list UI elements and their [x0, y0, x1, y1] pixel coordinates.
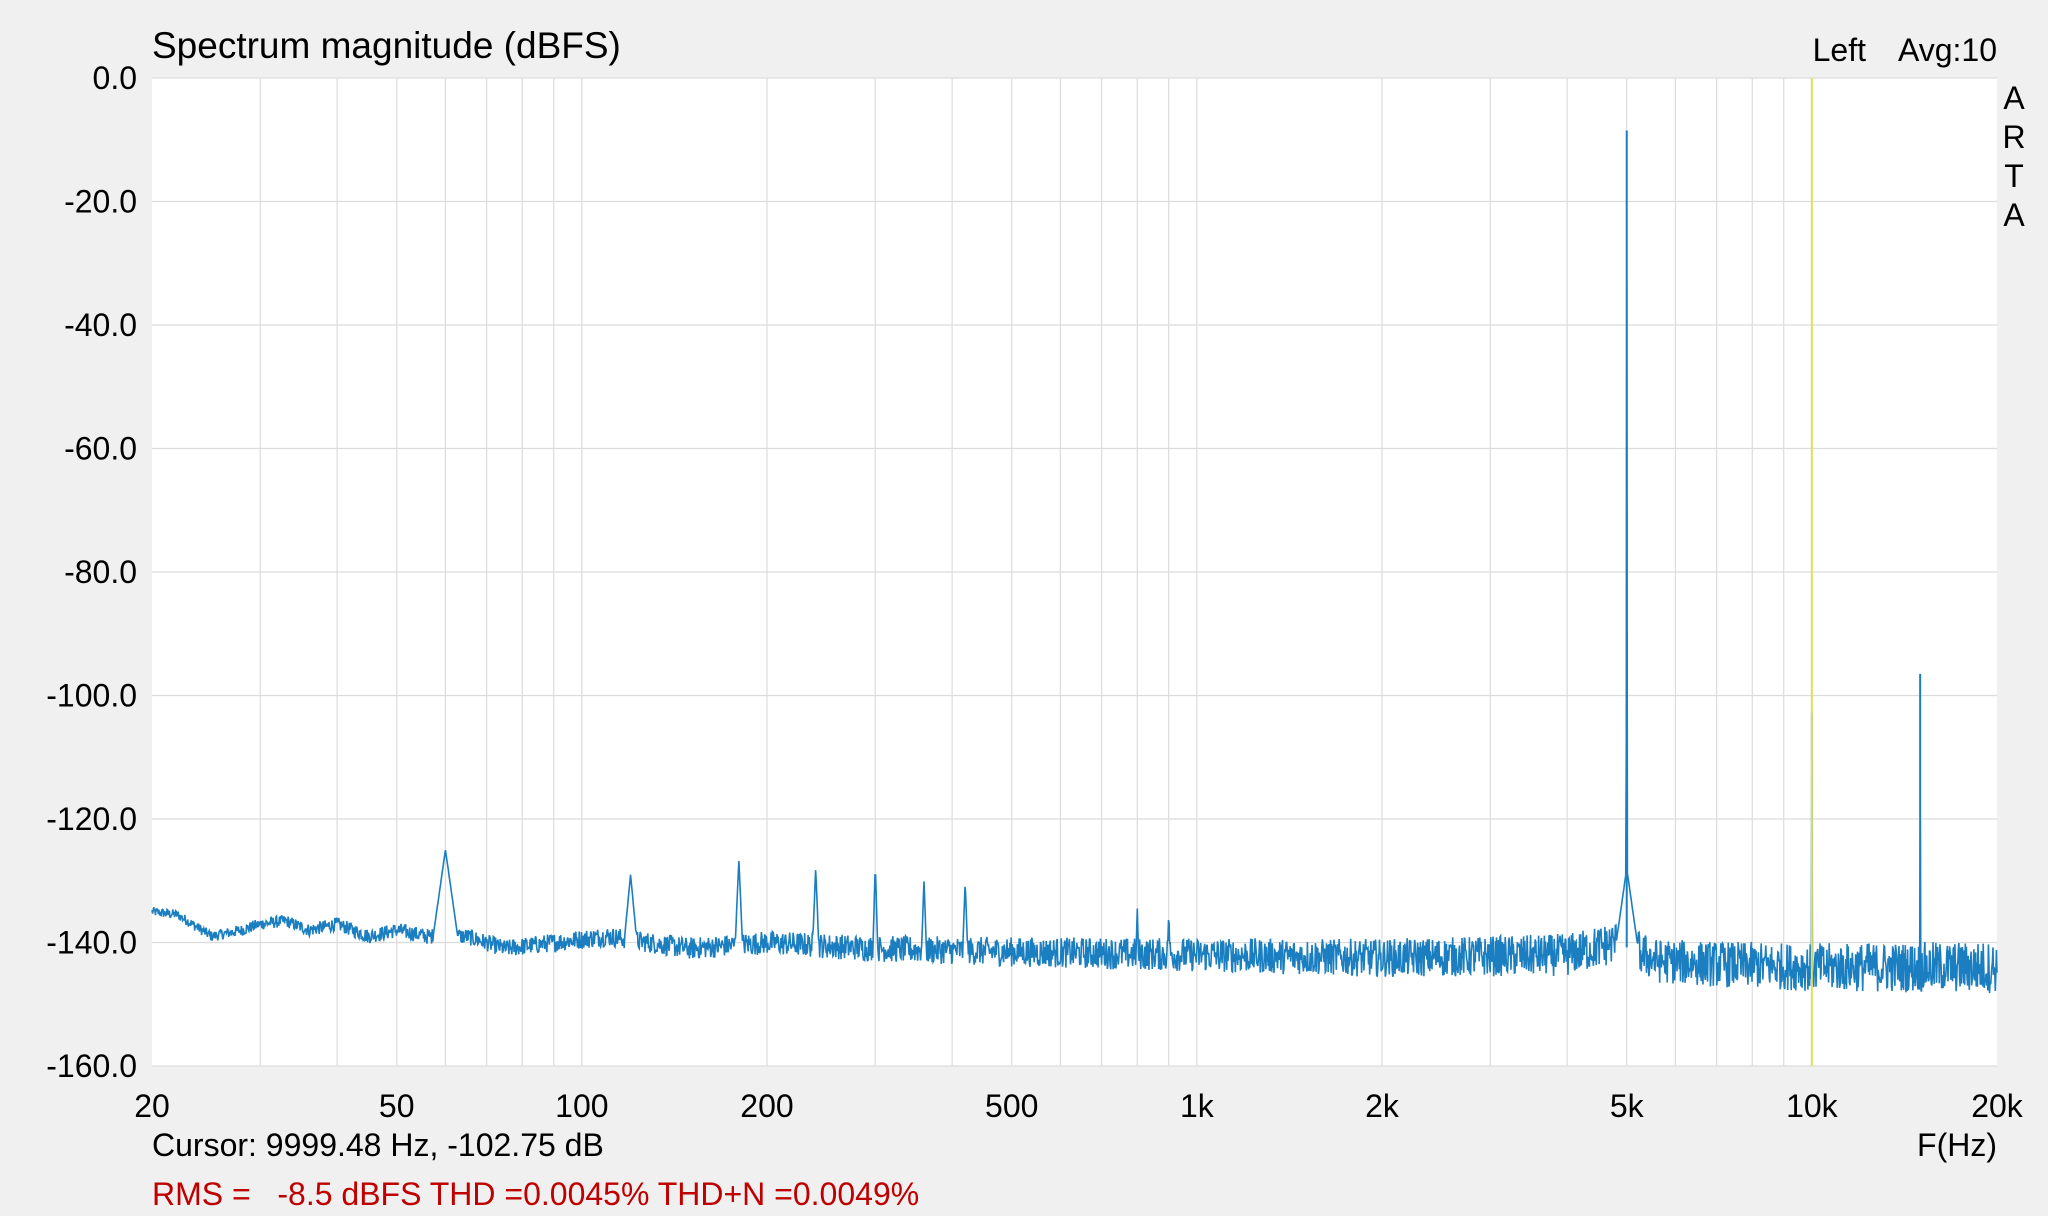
y-tick-label: 0.0 — [93, 60, 137, 96]
y-tick-label: -60.0 — [64, 431, 137, 467]
watermark-letter: A — [2003, 197, 2025, 233]
y-tick-label: -120.0 — [46, 801, 137, 837]
y-axis: 0.0 -20.0 -40.0 -60.0 -80.0 -100.0 -120.0 -140.… — [46, 60, 137, 1084]
spectrum-line — [151, 281, 1998, 994]
chart-title: Spectrum magnitude (dBFS) — [152, 25, 621, 66]
x-tick-label: 2k — [1365, 1088, 1400, 1124]
x-tick-label: 200 — [740, 1088, 793, 1124]
y-tick-label: -140.0 — [46, 925, 137, 961]
y-tick-label: -20.0 — [64, 184, 137, 220]
y-tick-label: -100.0 — [46, 678, 137, 714]
watermark-letter: R — [2002, 119, 2025, 155]
x-tick-label: 100 — [555, 1088, 608, 1124]
x-tick-label: 20 — [134, 1088, 170, 1124]
cursor-readout: Cursor: 9999.48 Hz, -102.75 dB — [152, 1127, 604, 1163]
x-tick-label: 500 — [985, 1088, 1038, 1124]
x-tick-label: 50 — [379, 1088, 415, 1124]
channel-label: Left — [1813, 32, 1866, 68]
x-axis: 20 50 100 200 500 1k 2k 5k 10k 20k — [134, 1088, 2024, 1124]
x-tick-label: 1k — [1180, 1088, 1215, 1124]
avg-label: Avg:10 — [1898, 32, 1997, 68]
x-tick-label: 10k — [1786, 1088, 1839, 1124]
watermark-letter: T — [2004, 158, 2024, 194]
y-tick-label: -40.0 — [64, 307, 137, 343]
watermark-letter: A — [2003, 80, 2025, 116]
y-tick-label: -160.0 — [46, 1048, 137, 1084]
grid — [152, 77, 1997, 1067]
x-tick-label: 20k — [1971, 1088, 2024, 1124]
y-tick-label: -80.0 — [64, 554, 137, 590]
x-tick-label: 5k — [1610, 1088, 1645, 1124]
measurement-readout: RMS = -8.5 dBFS THD =0.0045% THD+N =0.00… — [152, 1176, 919, 1212]
x-axis-label: F(Hz) — [1917, 1127, 1997, 1163]
